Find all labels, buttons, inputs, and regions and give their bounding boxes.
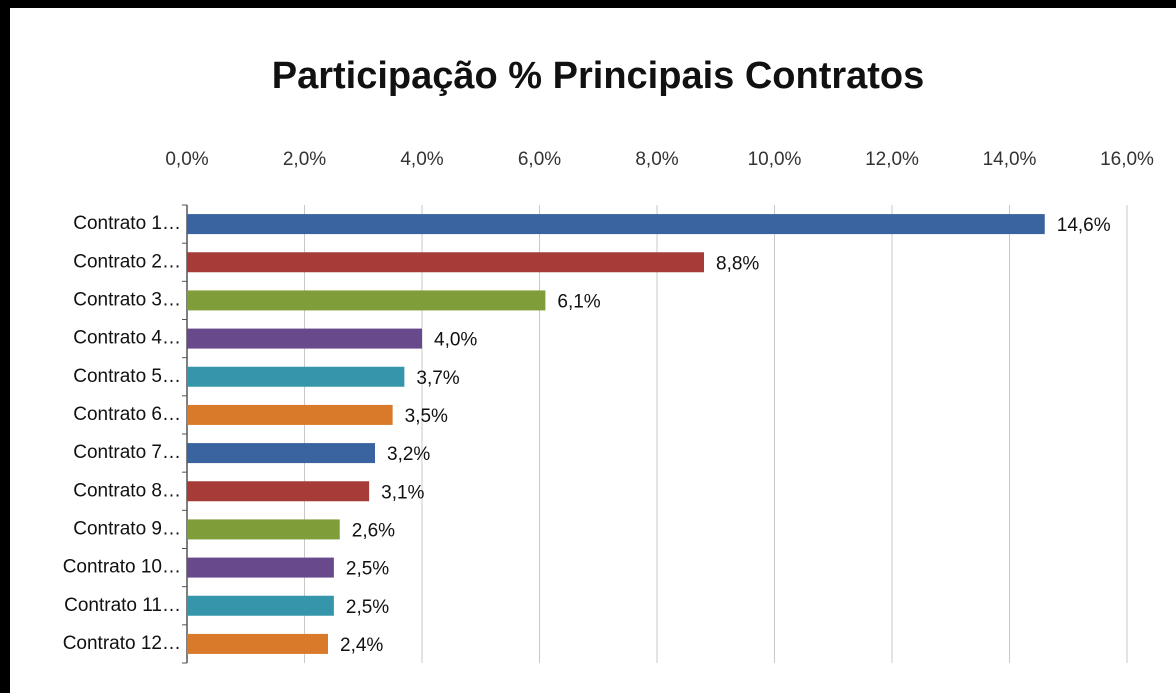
value-label: 2,5%: [346, 559, 389, 580]
y-tick-label: Contrato 10…: [63, 557, 181, 578]
value-label: 14,6%: [1057, 215, 1111, 236]
y-tick-label: Contrato 11…: [64, 595, 181, 616]
value-label: 4,0%: [434, 330, 477, 351]
chart-title: Participação % Principais Contratos: [272, 55, 925, 97]
x-tick-label: 8,0%: [635, 149, 678, 170]
bar: [187, 519, 340, 540]
y-tick-label: Contrato 4…: [73, 328, 181, 349]
bar: [187, 328, 422, 349]
x-tick-label: 14,0%: [983, 149, 1037, 170]
y-tick-label: Contrato 7…: [73, 442, 181, 463]
value-label: 6,1%: [557, 291, 600, 312]
y-tick-label: Contrato 9…: [73, 518, 181, 539]
y-tick-label: Contrato 8…: [73, 480, 181, 501]
y-tick-label: Contrato 6…: [73, 404, 181, 425]
bar: [187, 214, 1045, 235]
x-tick-label: 4,0%: [400, 149, 443, 170]
bar: [187, 443, 375, 464]
y-tick-label: Contrato 2…: [73, 251, 181, 272]
value-label: 2,4%: [340, 635, 383, 656]
value-label: 2,6%: [352, 520, 395, 541]
bar: [187, 252, 704, 273]
y-tick-label: Contrato 3…: [73, 289, 181, 310]
bar: [187, 481, 370, 502]
value-label: 2,5%: [346, 597, 389, 618]
bar: [187, 290, 546, 311]
bar: [187, 557, 334, 578]
x-tick-label: 12,0%: [865, 149, 919, 170]
value-label: 3,5%: [405, 406, 448, 427]
x-tick-label: 10,0%: [748, 149, 802, 170]
x-tick-label: 6,0%: [518, 149, 561, 170]
x-tick-label: 0,0%: [165, 149, 208, 170]
value-label: 3,1%: [381, 482, 424, 503]
y-tick-label: Contrato 1…: [73, 213, 181, 234]
value-label: 3,2%: [387, 444, 430, 465]
value-label: 8,8%: [716, 253, 759, 274]
bar: [187, 633, 328, 654]
x-tick-label: 16,0%: [1100, 149, 1154, 170]
bar: [187, 404, 393, 425]
x-tick-label: 2,0%: [283, 149, 326, 170]
bar: [187, 595, 334, 616]
value-label: 3,7%: [416, 368, 459, 389]
y-tick-label: Contrato 5…: [73, 366, 181, 387]
y-tick-label: Contrato 12…: [63, 633, 181, 654]
bar: [187, 366, 405, 387]
